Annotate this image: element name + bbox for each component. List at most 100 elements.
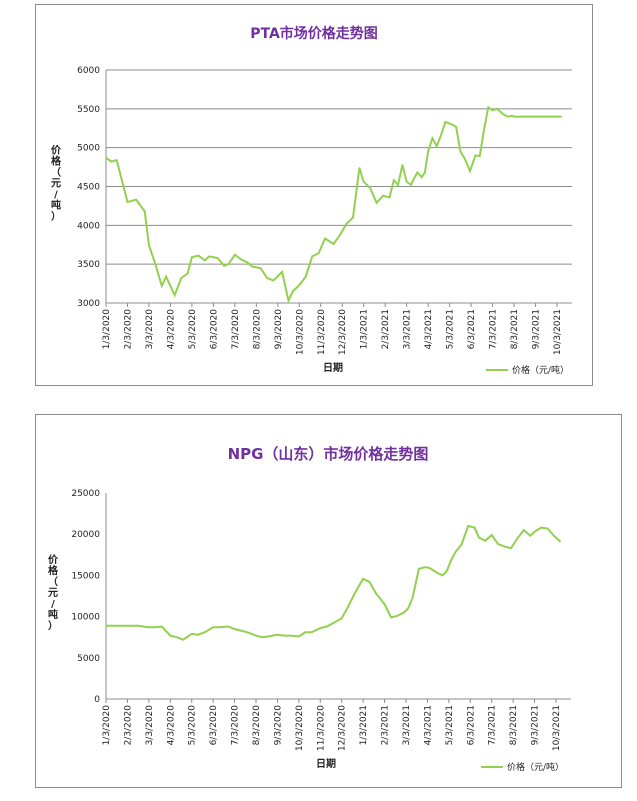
series-points <box>105 106 562 302</box>
chart-title: NPG（山东）市场价格走势图 <box>228 445 429 463</box>
data-point <box>281 271 283 273</box>
data-point <box>539 116 541 118</box>
x-tick-label: 3/3/2020 <box>145 705 155 746</box>
data-point <box>431 137 433 139</box>
data-point <box>251 265 253 268</box>
series-points <box>105 525 561 641</box>
data-point <box>161 625 163 628</box>
data-point <box>191 633 193 635</box>
legend: 价格（元/吨） <box>481 761 564 773</box>
y-tick-label: 5500 <box>77 105 100 115</box>
data-point <box>219 626 221 628</box>
data-point <box>261 636 263 638</box>
y-tick-label: 15000 <box>71 571 100 581</box>
data-point <box>376 202 378 204</box>
x-tick-label: 10/3/2020 <box>295 309 305 355</box>
y-axis-label: 价格（元/吨） <box>48 554 59 632</box>
y-axis-label-glyph: ） <box>51 210 61 223</box>
data-point <box>412 179 414 181</box>
series-line <box>106 524 561 641</box>
data-point <box>148 626 150 628</box>
data-point <box>191 256 193 258</box>
data-point <box>165 276 167 278</box>
x-tick-label: 6/3/2020 <box>209 309 219 350</box>
y-axis-label-glyph: 元 <box>48 587 58 599</box>
x-tick-label: 12/3/2020 <box>338 309 348 355</box>
y-tick-label: 0 <box>94 695 100 705</box>
x-tick-label: 3/3/2021 <box>402 705 412 745</box>
data-point <box>363 181 365 183</box>
x-axis-ticks: 1/3/2020 2/3/2020 3/3/2020 4/3/2020 5/3/2020… <box>102 303 563 355</box>
x-tick-label: 11/3/2020 <box>317 309 327 355</box>
data-point <box>427 150 429 153</box>
data-point <box>116 625 118 627</box>
x-tick-label: 4/3/2020 <box>166 309 176 350</box>
data-point <box>208 255 210 257</box>
data-point <box>559 541 561 543</box>
data-point <box>547 116 549 118</box>
data-point <box>116 159 118 161</box>
x-tick-label: 10/3/2021 <box>553 309 563 355</box>
data-point <box>507 116 509 118</box>
y-axis-label-glyph: 价 <box>48 554 59 566</box>
data-point <box>375 592 377 595</box>
data-point <box>382 195 384 197</box>
y-axis-label-glyph: 吨 <box>48 608 58 621</box>
data-point <box>534 531 536 533</box>
data-point <box>496 108 498 110</box>
data-point <box>421 176 423 178</box>
data-point <box>424 171 426 174</box>
data-point <box>530 116 532 118</box>
data-point <box>240 258 242 261</box>
pta-chart-panel: PTA市场价格走势图 3000 3500 4000 4500 5000 5500 6000 … <box>35 4 593 386</box>
data-point <box>369 187 371 189</box>
data-point <box>454 551 456 553</box>
data-point <box>504 546 506 548</box>
data-point <box>292 290 294 292</box>
x-tick-label: 6/3/2021 <box>466 705 476 745</box>
data-point <box>497 543 499 545</box>
series-line <box>105 105 562 304</box>
npg-chart-panel: NPG（山东）市场价格走势图 0 5000 10000 15000 20000 25000… <box>35 414 622 788</box>
data-point <box>396 615 398 617</box>
data-point <box>169 635 171 637</box>
data-point <box>154 626 156 628</box>
x-tick-label: 1/3/2021 <box>360 309 370 349</box>
data-point <box>436 145 438 147</box>
data-point <box>161 285 163 287</box>
data-point <box>266 277 268 279</box>
data-point <box>393 179 395 181</box>
data-point <box>491 534 493 536</box>
x-tick-label: 1/3/2021 <box>359 705 369 745</box>
x-tick-label: 3/3/2020 <box>145 309 155 350</box>
data-point <box>510 547 512 549</box>
data-point <box>479 155 481 157</box>
y-tick-label: 4500 <box>77 183 100 193</box>
data-point <box>511 115 513 117</box>
data-point <box>272 279 275 282</box>
data-point <box>135 199 137 201</box>
data-point <box>318 252 320 254</box>
data-point <box>403 611 405 614</box>
data-point <box>126 201 129 203</box>
data-point <box>268 635 270 637</box>
data-point <box>529 535 531 537</box>
x-tick-label: 5/3/2021 <box>446 309 456 349</box>
x-tick-label: 2/3/2021 <box>381 309 391 349</box>
data-point <box>347 606 349 608</box>
data-point <box>467 525 469 527</box>
data-point <box>298 635 300 637</box>
data-point <box>390 616 392 618</box>
data-point <box>560 116 562 118</box>
x-tick-label: 12/3/2020 <box>338 705 348 751</box>
data-point <box>311 631 313 633</box>
data-point <box>540 527 542 529</box>
x-tick-label: 7/3/2020 <box>231 705 241 746</box>
x-axis-label: 日期 <box>316 757 336 770</box>
y-tick-label: 5000 <box>77 144 100 154</box>
data-point <box>180 277 182 279</box>
data-point <box>446 570 448 572</box>
data-point <box>126 625 128 627</box>
data-point <box>513 116 515 118</box>
data-point <box>553 535 555 537</box>
